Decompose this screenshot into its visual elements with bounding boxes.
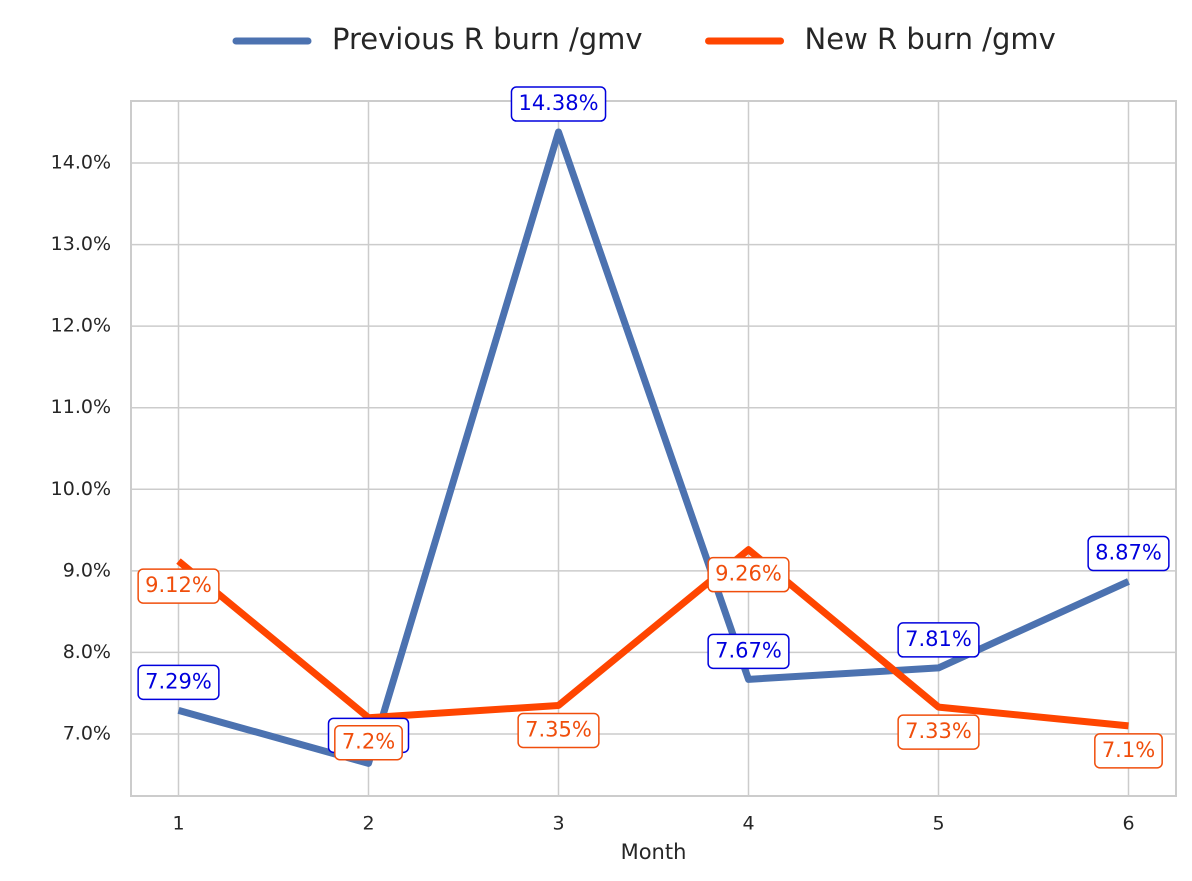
- plot-frame: [130, 100, 1177, 797]
- value-label: 8.87%: [1087, 535, 1170, 572]
- value-label-box: [707, 556, 790, 593]
- value-label-box: [1087, 535, 1170, 572]
- value-label-text: 7.2%: [342, 730, 395, 754]
- y-tick-label: 9.0%: [63, 559, 111, 581]
- value-label-text: 7.35%: [525, 717, 592, 741]
- value-label-text: 14.38%: [518, 91, 598, 115]
- value-label-box: [897, 714, 980, 750]
- value-label-box: [517, 712, 600, 749]
- value-label: 7.1%: [1094, 733, 1163, 769]
- value-label: 9.12%: [137, 568, 220, 604]
- value-label: 7.29%: [137, 664, 220, 701]
- value-label-box: [137, 664, 220, 701]
- x-tick-label: 1: [172, 813, 184, 835]
- value-label-text: 7.67%: [715, 638, 782, 662]
- value-label: 7.33%: [897, 714, 980, 750]
- y-tick-label: 7.0%: [63, 723, 111, 745]
- x-tick-label: 2: [362, 813, 374, 835]
- y-tick-label: 11.0%: [51, 396, 111, 418]
- x-tick-label: 5: [932, 813, 944, 835]
- value-label-box: [897, 622, 980, 658]
- line: [176, 546, 1129, 730]
- value-label-box: [334, 724, 403, 761]
- value-label-text: 7.33%: [905, 719, 972, 743]
- value-label-text: 7.81%: [905, 627, 972, 651]
- value-label-box: [1094, 733, 1163, 769]
- y-tick-label: 13.0%: [51, 233, 111, 255]
- x-tick-label: 3: [552, 813, 564, 835]
- legend: Previous R burn /gmv New R burn /gmv: [232, 22, 1056, 56]
- value-label: 14.38%: [510, 86, 607, 122]
- y-tick-label: 14.0%: [51, 151, 111, 173]
- value-label: 9.26%: [707, 556, 790, 593]
- y-tick-label: 8.0%: [63, 641, 111, 663]
- y-tick-label: 10.0%: [51, 478, 111, 500]
- value-label-text: 9.26%: [715, 562, 782, 586]
- value-label: 7.2%: [334, 724, 403, 761]
- value-label: 7.35%: [517, 712, 600, 749]
- line: [177, 128, 1130, 767]
- value-label-box: [707, 633, 790, 670]
- value-label: 7.81%: [897, 622, 980, 658]
- value-label-box: [510, 86, 607, 122]
- value-label: 7.67%: [707, 633, 790, 670]
- value-label-text: 7.29%: [145, 669, 212, 693]
- value-label-text: 7.1%: [1102, 738, 1155, 762]
- value-label-text: 8.87%: [1095, 540, 1162, 564]
- x-tick-label: 6: [1122, 813, 1134, 835]
- legend-label: Previous R burn /gmv: [332, 22, 643, 56]
- value-label-box: [137, 568, 220, 604]
- value-label-text: 9.12%: [145, 573, 212, 597]
- y-tick-label: 12.0%: [51, 315, 111, 337]
- legend-label: New R burn /gmv: [805, 22, 1056, 56]
- x-tick-label: 4: [742, 813, 754, 835]
- x-axis-label: Month: [621, 840, 687, 864]
